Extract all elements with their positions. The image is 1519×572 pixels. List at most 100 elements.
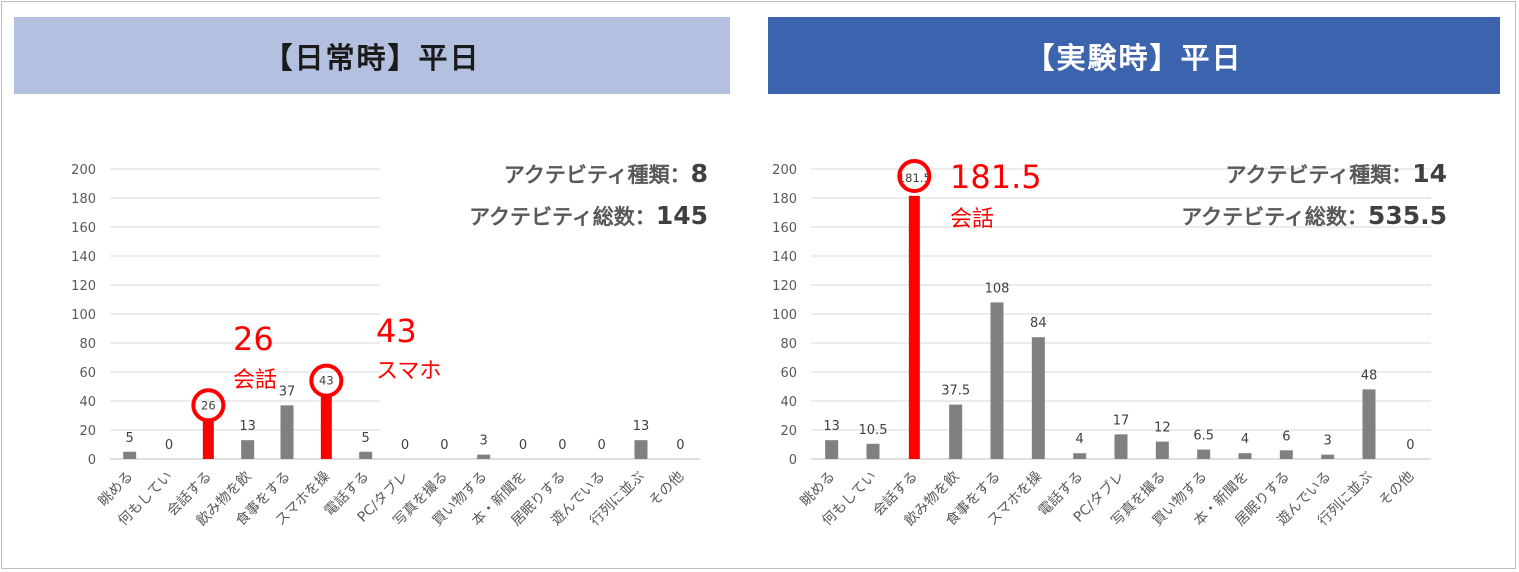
- right-data-label-7: 17: [1113, 413, 1130, 428]
- right-bar-11: [1279, 450, 1293, 459]
- left-data-label-2: 26: [201, 398, 216, 412]
- right-y-tick-80: 80: [780, 337, 797, 352]
- right-data-label-3: 37.5: [941, 384, 970, 399]
- left-stat-0: アクテビティ種類：8: [504, 159, 708, 188]
- left-bar-3: [241, 440, 255, 459]
- left-y-tick-60: 60: [79, 366, 96, 381]
- left-data-label-13: 13: [633, 419, 650, 434]
- right-data-label-14: 0: [1406, 438, 1414, 453]
- left-bar-13: [634, 440, 648, 459]
- right-y-tick-0: 0: [789, 453, 797, 468]
- left-y-tick-120: 120: [71, 279, 96, 294]
- right-bar-13: [1362, 389, 1376, 459]
- right-data-label-9: 6.5: [1193, 429, 1214, 444]
- right-bar-3: [949, 404, 963, 459]
- left-y-tick-80: 80: [79, 337, 96, 352]
- right-y-tick-100: 100: [772, 308, 797, 323]
- left-data-label-5: 43: [319, 374, 334, 388]
- left-data-label-1: 0: [165, 438, 173, 453]
- right-data-label-0: 13: [823, 419, 840, 434]
- left-y-tick-160: 160: [71, 221, 96, 236]
- left-bar-5: [320, 396, 332, 459]
- left-stat-1: アクテビティ総数：145: [469, 201, 708, 230]
- right-y-tick-60: 60: [780, 366, 797, 381]
- left-bar-6: [359, 451, 373, 459]
- right-data-label-13: 48: [1361, 368, 1378, 383]
- left-stat-value-0: 8: [691, 159, 708, 188]
- right-bar-4: [990, 302, 1004, 459]
- left-y-tick-200: 200: [71, 163, 96, 178]
- right-y-tick-200: 200: [772, 163, 797, 178]
- right-bar-2: [908, 195, 920, 459]
- right-stat-value-1: 535.5: [1368, 201, 1447, 230]
- left-data-label-7: 0: [401, 438, 409, 453]
- left-stat-label-0: アクテビティ種類：: [504, 163, 691, 187]
- right-y-tick-120: 120: [772, 279, 797, 294]
- right-stat-1: アクテビティ総数：535.5: [1181, 201, 1447, 230]
- right-data-label-10: 4: [1241, 432, 1249, 447]
- left-y-tick-40: 40: [79, 395, 96, 410]
- left-data-label-6: 5: [362, 431, 370, 446]
- left-data-label-4: 37: [279, 384, 296, 399]
- right-data-label-6: 4: [1076, 432, 1084, 447]
- right-bar-7: [1114, 434, 1128, 459]
- left-bar-9: [477, 454, 491, 459]
- left-callout-label-1: スマホ: [376, 359, 441, 384]
- left-bar-4: [280, 405, 294, 459]
- left-bar-0: [123, 451, 137, 459]
- left-callout-value-1: 43: [376, 312, 417, 350]
- right-callout-label-0: 会話: [950, 207, 994, 232]
- right-bar-12: [1321, 454, 1335, 459]
- right-y-tick-40: 40: [780, 395, 797, 410]
- right-data-label-4: 108: [985, 281, 1010, 296]
- left-highlight-circle-1: [309, 363, 344, 398]
- left-y-tick-140: 140: [71, 250, 96, 265]
- left-x-tick-14: その他: [646, 469, 687, 510]
- left-data-label-10: 0: [519, 438, 527, 453]
- left-highlight-circle-0: [191, 388, 226, 423]
- right-y-tick-20: 20: [780, 424, 797, 439]
- right-data-label-8: 12: [1154, 421, 1171, 436]
- left-y-tick-0: 0: [88, 453, 96, 468]
- left-data-label-8: 0: [440, 438, 448, 453]
- right-stat-value-0: 14: [1412, 159, 1447, 188]
- right-stat-label-0: アクテビティ種類：: [1226, 163, 1413, 187]
- left-data-label-12: 0: [598, 438, 606, 453]
- right-bar-10: [1238, 453, 1252, 459]
- left-data-label-11: 0: [558, 438, 566, 453]
- left-bar-2: [202, 421, 214, 459]
- right-bar-5: [1031, 337, 1045, 459]
- left-data-label-3: 13: [239, 419, 256, 434]
- right-highlight-circle-0: [897, 159, 932, 193]
- left-stat-value-1: 145: [656, 201, 708, 230]
- right-x-tick-14: その他: [1376, 469, 1417, 510]
- left-data-label-14: 0: [676, 438, 684, 453]
- left-callout-label-0: 会話: [233, 368, 277, 393]
- left-callout-value-0: 26: [233, 320, 274, 358]
- right-data-label-2: 181.5: [898, 171, 931, 185]
- right-bar-1: [866, 443, 880, 459]
- right-y-tick-180: 180: [772, 192, 797, 207]
- right-bar-0: [825, 440, 839, 459]
- left-y-tick-20: 20: [79, 424, 96, 439]
- right-data-label-1: 10.5: [859, 423, 888, 438]
- right-callout-value-0: 181.5: [950, 158, 1042, 196]
- right-bar-6: [1073, 453, 1087, 459]
- right-bar-9: [1197, 449, 1211, 459]
- right-panel-banner: 【実験時】平日: [768, 17, 1500, 94]
- right-bar-8: [1155, 441, 1169, 459]
- left-data-label-0: 5: [126, 431, 134, 446]
- right-data-label-11: 6: [1282, 429, 1290, 444]
- right-y-tick-160: 160: [772, 221, 797, 236]
- left-y-tick-180: 180: [71, 192, 96, 207]
- right-y-tick-140: 140: [772, 250, 797, 265]
- right-data-label-5: 84: [1030, 316, 1047, 331]
- left-stat-label-1: アクテビティ総数：: [469, 205, 656, 229]
- right-stat-label-1: アクテビティ総数：: [1181, 205, 1368, 229]
- left-data-label-9: 3: [480, 434, 488, 449]
- left-y-tick-100: 100: [71, 308, 96, 323]
- right-data-label-12: 3: [1324, 434, 1332, 449]
- right-stat-0: アクテビティ種類：14: [1226, 159, 1448, 188]
